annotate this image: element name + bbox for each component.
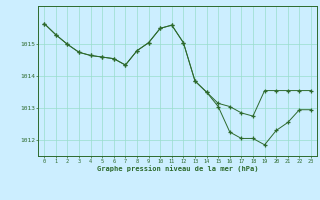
X-axis label: Graphe pression niveau de la mer (hPa): Graphe pression niveau de la mer (hPa) (97, 165, 258, 172)
